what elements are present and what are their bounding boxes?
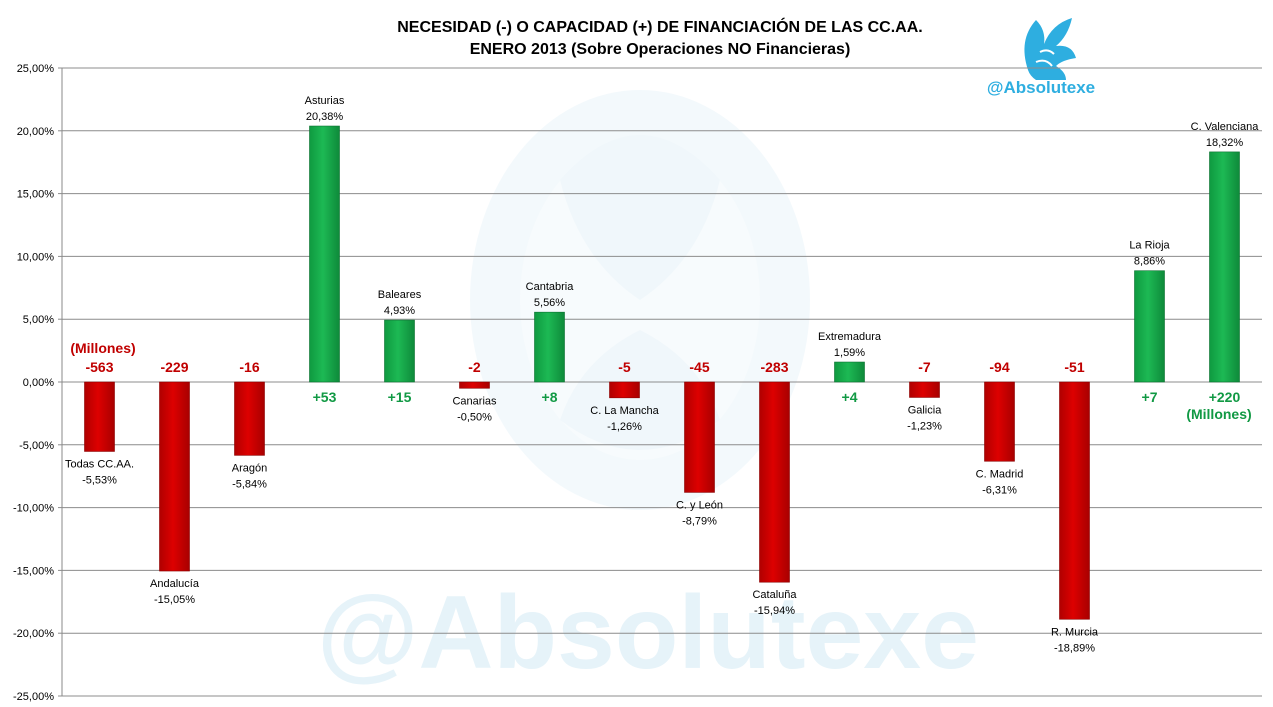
category-label: Canarias [452,395,497,407]
y-tick-label: 25,00% [17,63,55,75]
bar-cantabria [534,311,565,383]
millions-label: -5 [618,359,631,375]
bar-c-madrid [984,381,1015,462]
bar-galicia [909,381,940,398]
bar-c-la-mancha [609,381,640,399]
value-label: -1,26% [607,421,642,433]
y-tick-label: -10,00% [13,503,54,515]
millions-label: +53 [313,389,337,405]
bars [84,125,1240,620]
bar-r-murcia [1059,381,1090,620]
category-label: Asturias [305,95,345,107]
millions-label: +15 [388,389,412,405]
millions-unit-positive: (Millones) [1186,406,1251,422]
category-label: Extremadura [818,331,882,343]
value-label: 5,56% [534,297,565,309]
y-tick-label: -15,00% [13,565,54,577]
category-label: R. Murcia [1051,626,1099,638]
category-label: Baleares [378,289,422,301]
category-label: La Rioja [1129,240,1170,252]
bar-la-rioja [1134,270,1165,383]
value-label: -5,53% [82,474,117,486]
bar-todas-cc-aa- [84,381,115,452]
value-label: 20,38% [306,111,344,123]
value-label: -15,05% [154,594,195,606]
brand-handle: @Absolutexe [987,78,1095,97]
value-label: 18,32% [1206,137,1244,149]
y-tick-label: -25,00% [13,691,54,703]
value-label: -1,23% [907,420,942,432]
value-label: -18,89% [1054,642,1095,654]
y-axis-ticks: 25,00% 20,00% 15,00% 10,00% 5,00% 0,00% -5,00%… [13,63,62,703]
millions-label: -45 [689,359,709,375]
y-tick-label: 0,00% [23,377,54,389]
bar-asturias [309,125,340,383]
chart-subtitle: ENERO 2013 (Sobre Operaciones NO Financi… [470,41,851,58]
value-label: -5,84% [232,478,267,490]
bar-baleares [384,319,415,383]
category-label: C. y León [676,499,723,511]
bar-extremadura [834,361,865,383]
value-label: -6,31% [982,484,1017,496]
data-labels: Todas CC.AA. -5,53% -563 Andalucía -15,05% -2… [65,95,1259,654]
millions-label: -563 [85,359,113,375]
bar-canarias [459,381,490,389]
bar-andaluc-a [159,381,190,572]
category-label: C. La Mancha [590,405,659,417]
category-label: Aragón [232,462,267,474]
millions-label: -94 [989,359,1009,375]
millions-unit-negative: (Millones) [70,340,135,356]
griffin-logo-icon [1024,18,1076,80]
value-label: 1,59% [834,347,865,359]
category-label: Cantabria [526,281,575,293]
millions-label: +220 [1209,389,1241,405]
millions-label: -7 [918,359,931,375]
category-label: Cataluña [752,589,797,601]
value-label: -0,50% [457,411,492,423]
watermark-emblem [470,90,810,510]
bar-c-valenciana [1209,151,1240,383]
millions-label: -283 [760,359,788,375]
y-tick-label: 15,00% [17,189,55,201]
y-tick-label: 20,00% [17,126,55,138]
value-label: 4,93% [384,305,415,317]
value-label: -15,94% [754,605,795,617]
category-label: Todas CC.AA. [65,458,134,470]
millions-label: +7 [1142,389,1158,405]
millions-label: -229 [160,359,188,375]
y-tick-label: -5,00% [19,440,54,452]
chart-title: NECESIDAD (-) O CAPACIDAD (+) DE FINANCI… [397,17,922,36]
watermark: @Absolutexe [317,90,979,691]
millions-label: -16 [239,359,259,375]
millions-label: -51 [1064,359,1084,375]
bar-c-y-le-n [684,381,715,493]
millions-label: -2 [468,359,481,375]
value-label: -8,79% [682,515,717,527]
y-tick-label: 10,00% [17,251,55,263]
millions-label: +8 [542,389,558,405]
value-label: 8,86% [1134,256,1165,268]
category-label: Andalucía [150,578,200,590]
y-tick-label: -20,00% [13,628,54,640]
bar-arag-n [234,381,265,456]
millions-label: +4 [842,389,858,405]
y-tick-label: 5,00% [23,314,54,326]
category-label: C. Valenciana [1191,121,1260,133]
category-label: C. Madrid [976,468,1024,480]
bar-catalu-a [759,381,790,583]
category-label: Galicia [908,404,943,416]
